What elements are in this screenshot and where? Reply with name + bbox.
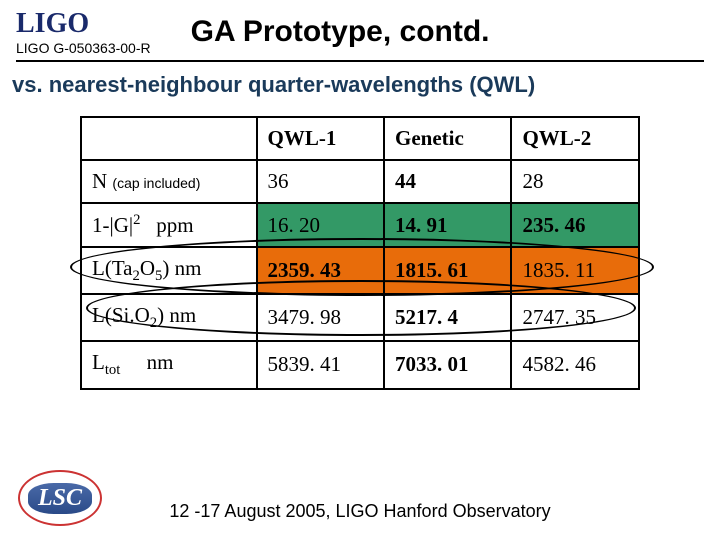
- comparison-table: QWL-1 Genetic QWL-2 N (cap included) 36 …: [80, 116, 640, 390]
- comparison-table-wrap: QWL-1 Genetic QWL-2 N (cap included) 36 …: [80, 116, 640, 390]
- row-si-header: L(Si.O2) nm: [81, 294, 257, 341]
- row-ta-mid: O: [140, 256, 155, 280]
- cell: 1835. 11: [511, 247, 639, 294]
- table-row: L(Ta2O5) nm 2359. 43 1815. 61 1835. 11: [81, 247, 639, 294]
- table-row: 1-|G|2 ppm 16. 20 14. 91 235. 46: [81, 203, 639, 247]
- row-g-unit: ppm: [156, 213, 193, 237]
- cell: 16. 20: [257, 203, 384, 247]
- row-lt-header: Ltot nm: [81, 341, 257, 388]
- col-empty: [81, 117, 257, 160]
- row-ta-suf: ) nm: [162, 256, 201, 280]
- row-si-sub: 2: [150, 315, 157, 331]
- col-genetic: Genetic: [384, 117, 511, 160]
- row-n-note: (cap included): [112, 175, 200, 191]
- row-ta-sub1: 2: [133, 268, 140, 284]
- row-si-prefix: L(Si.O: [92, 303, 150, 327]
- row-lt-prefix: L: [92, 350, 105, 374]
- cell: 44: [384, 160, 511, 203]
- doc-id: LIGO G-050363-00-R: [16, 40, 151, 56]
- cell: 235. 46: [511, 203, 639, 247]
- footer-text: 12 -17 August 2005, LIGO Hanford Observa…: [0, 501, 720, 522]
- cell: 28: [511, 160, 639, 203]
- row-n-main: N: [92, 169, 107, 193]
- row-ta-header: L(Ta2O5) nm: [81, 247, 257, 294]
- table-row: Ltot nm 5839. 41 7033. 01 4582. 46: [81, 341, 639, 388]
- row-g-sup: 2: [133, 212, 140, 228]
- row-g-mid: G: [114, 213, 129, 237]
- row-si-suf: ) nm: [157, 303, 196, 327]
- ligo-logo-text: LIGO: [16, 8, 139, 40]
- cell: 14. 91: [384, 203, 511, 247]
- table-row: L(Si.O2) nm 3479. 98 5217. 4 2747. 35: [81, 294, 639, 341]
- page-title: GA Prototype, contd.: [191, 15, 490, 49]
- cell: 5217. 4: [384, 294, 511, 341]
- row-lt-unit: nm: [147, 350, 174, 374]
- cell: 1815. 61: [384, 247, 511, 294]
- cell: 2747. 35: [511, 294, 639, 341]
- cell: 5839. 41: [257, 341, 384, 388]
- divider: [16, 60, 704, 62]
- row-g-prefix: 1-|: [92, 213, 114, 237]
- row-ta-prefix: L(Ta: [92, 256, 133, 280]
- cell: 3479. 98: [257, 294, 384, 341]
- cell: 4582. 46: [511, 341, 639, 388]
- col-qwl2: QWL-2: [511, 117, 639, 160]
- cell: 36: [257, 160, 384, 203]
- row-g-header: 1-|G|2 ppm: [81, 203, 257, 247]
- subtitle: vs. nearest-neighbour quarter-wavelength…: [0, 72, 720, 98]
- header: LIGO LIGO G-050363-00-R GA Prototype, co…: [0, 0, 720, 56]
- col-qwl1: QWL-1: [257, 117, 384, 160]
- table-header-row: QWL-1 Genetic QWL-2: [81, 117, 639, 160]
- row-n-header: N (cap included): [81, 160, 257, 203]
- cell: 7033. 01: [384, 341, 511, 388]
- row-lt-sub: tot: [105, 363, 121, 379]
- table-row: N (cap included) 36 44 28: [81, 160, 639, 203]
- cell: 2359. 43: [257, 247, 384, 294]
- ligo-logo: LIGO LIGO G-050363-00-R: [16, 8, 151, 56]
